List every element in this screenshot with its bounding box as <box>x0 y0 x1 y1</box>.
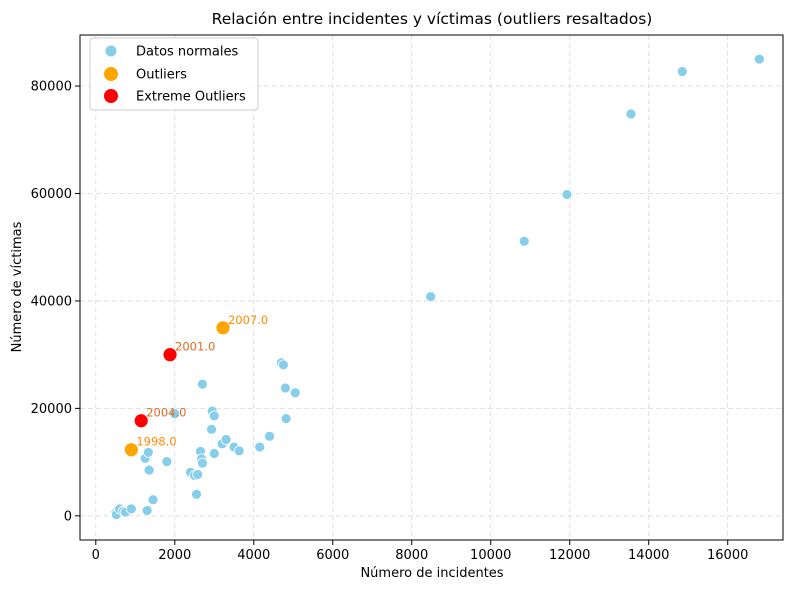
point-extreme <box>133 413 149 429</box>
x-axis-label: Número de incidentes <box>360 566 503 581</box>
point-normal <box>143 464 155 476</box>
point-normal <box>197 378 208 390</box>
annotation-label: 2004.0 <box>146 406 186 420</box>
x-tick-label: 2000 <box>158 548 191 563</box>
point-normal <box>561 189 573 200</box>
point-normal <box>518 235 530 247</box>
annotation-label: 2001.0 <box>175 340 215 354</box>
point-normal <box>141 505 153 516</box>
legend-label-outlier: Outliers <box>136 68 187 83</box>
point-normal <box>280 413 292 424</box>
x-tick-label: 0 <box>92 548 100 563</box>
legend-marker-outlier <box>104 67 118 81</box>
x-tick-label: 6000 <box>316 548 349 563</box>
x-tick-label: 10000 <box>470 548 511 563</box>
legend-frame <box>89 37 259 111</box>
y-tick-label: 20000 <box>31 402 72 417</box>
x-tick-label: 4000 <box>237 548 270 563</box>
x-tick-label: 14000 <box>628 548 669 563</box>
point-normal <box>191 488 202 500</box>
grid-lines <box>80 35 783 540</box>
x-tick-label: 12000 <box>549 548 590 563</box>
legend-marker-extreme <box>104 89 118 103</box>
point-normal <box>192 469 204 480</box>
point-normal <box>289 387 301 399</box>
point-normal <box>425 291 437 303</box>
point-normal <box>208 448 220 459</box>
data-points <box>110 53 765 520</box>
point-outlier <box>123 442 139 458</box>
point-normal <box>279 382 291 394</box>
point-normal <box>676 66 688 77</box>
y-axis-ticks: 0 20000 40000 60000 80000 <box>31 80 80 524</box>
legend-label-normal: Datos normales <box>136 45 238 60</box>
point-normal <box>220 434 232 445</box>
point-normal <box>142 447 154 458</box>
point-normal <box>277 359 289 371</box>
point-normal <box>254 441 266 453</box>
point-normal <box>161 456 173 467</box>
legend-label-extreme: Extreme Outliers <box>136 90 246 105</box>
point-normal <box>197 457 208 469</box>
point-normal <box>147 494 159 506</box>
legend-marker-normal <box>105 45 117 57</box>
point-normal <box>208 410 220 422</box>
chart-title: Relación entre incidentes y víctimas (ou… <box>212 10 653 28</box>
point-annotations: 1998.0 2007.0 2001.0 2004.0 <box>136 313 268 449</box>
x-tick-label: 16000 <box>707 548 748 563</box>
plot-frame <box>79 34 784 541</box>
point-normal <box>233 445 245 457</box>
point-normal <box>125 503 137 515</box>
point-outlier <box>215 320 231 336</box>
point-normal <box>625 108 637 120</box>
point-normal <box>264 430 275 442</box>
y-tick-label: 60000 <box>31 187 72 202</box>
legend: Datos normales Outliers Extreme Outliers <box>89 37 259 111</box>
point-normal <box>753 53 765 65</box>
y-tick-label: 0 <box>64 509 72 524</box>
point-normal <box>169 408 181 420</box>
annotation-label: 1998.0 <box>136 435 176 449</box>
x-axis-ticks: 0 2000 4000 6000 8000 10000 12000 14000 16000 <box>92 540 748 563</box>
y-axis-label: Número de víctimas <box>10 221 25 352</box>
point-normal <box>206 423 217 435</box>
y-tick-label: 40000 <box>31 294 72 309</box>
y-tick-label: 80000 <box>31 80 72 95</box>
annotation-label: 2007.0 <box>228 313 268 327</box>
x-tick-label: 8000 <box>395 548 428 563</box>
point-extreme <box>162 347 178 363</box>
